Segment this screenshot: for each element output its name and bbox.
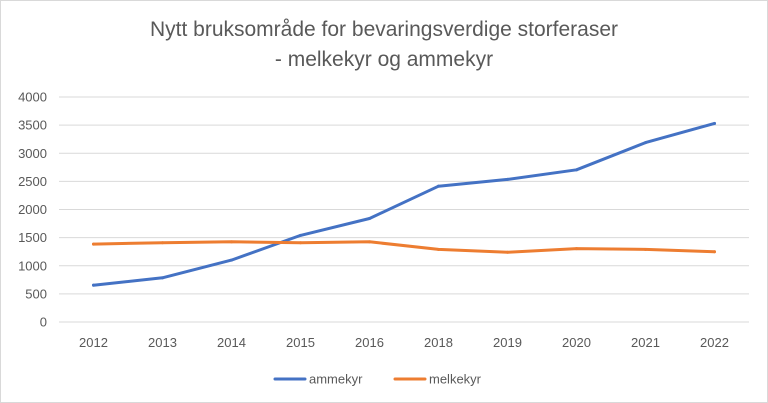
data-point-ammekyr: [299, 233, 302, 237]
y-tick-label: 2500: [18, 174, 47, 189]
series-lines: [92, 121, 716, 287]
y-axis-labels: 0 500 1000 1500 2000 2500 3000 3500 4000: [18, 90, 47, 330]
x-tick-label: 2021: [631, 335, 660, 350]
data-point-melkekyr: [713, 250, 716, 254]
data-point-ammekyr: [644, 141, 647, 145]
y-tick-label: 3000: [18, 146, 47, 161]
data-point-ammekyr: [230, 258, 233, 262]
data-point-melkekyr: [92, 242, 95, 246]
chart-title: Nytt bruksområde for bevaringsverdige st…: [1, 15, 767, 75]
y-tick-label: 1000: [18, 258, 47, 273]
data-point-melkekyr: [230, 240, 233, 244]
chart-title-line-1: Nytt bruksområde for bevaringsverdige st…: [149, 18, 619, 41]
gridlines: [59, 96, 749, 323]
data-point-ammekyr: [575, 168, 578, 172]
data-point-melkekyr: [437, 247, 440, 251]
legend-label-ammekyr: ammekyr: [309, 372, 363, 387]
y-tick-label: 3500: [18, 118, 47, 133]
x-tick-label: 2014: [217, 335, 246, 350]
data-point-ammekyr: [713, 121, 716, 125]
data-point-melkekyr: [575, 247, 578, 251]
data-point-ammekyr: [92, 283, 95, 287]
data-point-melkekyr: [161, 241, 164, 245]
data-point-ammekyr: [161, 276, 164, 280]
data-point-melkekyr: [368, 240, 371, 244]
y-tick-label: 500: [25, 286, 47, 301]
series-line-melkekyr: [92, 240, 716, 254]
x-tick-label: 2022: [700, 335, 729, 350]
x-tick-label: 2012: [79, 335, 108, 350]
x-tick-label: 2018: [424, 335, 453, 350]
data-point-ammekyr: [506, 177, 509, 181]
series-line-ammekyr: [92, 121, 716, 287]
x-tick-label: 2016: [355, 335, 384, 350]
data-point-ammekyr: [437, 184, 440, 188]
data-point-melkekyr: [644, 247, 647, 251]
data-point-melkekyr: [299, 241, 302, 245]
y-tick-label: 2000: [18, 202, 47, 217]
y-tick-label: 4000: [18, 90, 47, 105]
y-tick-label: 0: [40, 315, 47, 330]
x-axis-labels: 2012 2013 2014 2015 2016 2018 2019 2020 2021 2022: [79, 335, 729, 350]
data-point-melkekyr: [506, 250, 509, 254]
chart-title-line-2: - melkekyr og ammekyr: [274, 48, 494, 71]
x-tick-label: 2015: [286, 335, 315, 350]
x-tick-label: 2019: [493, 335, 522, 350]
legend: ammekyr melkekyr: [273, 372, 482, 387]
data-point-ammekyr: [368, 217, 371, 220]
legend-label-melkekyr: melkekyr: [429, 372, 482, 387]
y-tick-label: 1500: [18, 230, 47, 245]
x-tick-label: 2020: [562, 335, 591, 350]
x-tick-label: 2013: [148, 335, 177, 350]
